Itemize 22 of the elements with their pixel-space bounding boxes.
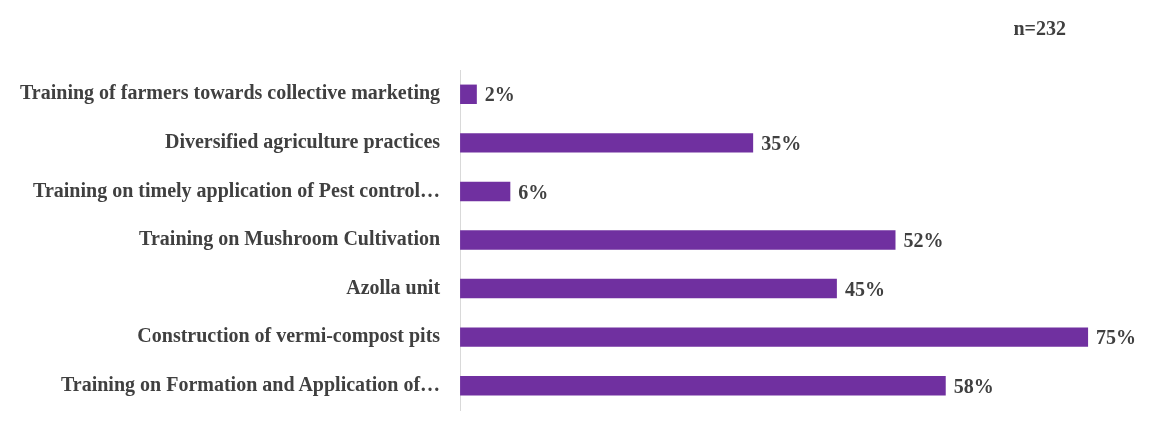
y-tick-label: Training on Mushroom Cultivation xyxy=(139,227,441,251)
bar xyxy=(460,133,754,153)
data-label: 45% xyxy=(844,277,885,300)
bar xyxy=(460,230,896,250)
y-tick-label: Azolla unit xyxy=(346,275,441,298)
y-tick-label: Training on timely application of Pest control… xyxy=(33,178,441,202)
data-label: 2% xyxy=(484,83,515,106)
data-label: 58% xyxy=(953,374,994,397)
bar xyxy=(460,376,946,396)
text: n=232 xyxy=(1013,17,1066,40)
y-tick-label: Diversified agriculture practices xyxy=(164,130,441,154)
data-label: 35% xyxy=(761,132,802,155)
bar xyxy=(460,327,1089,347)
y-tick-label: Construction of vermi-compost pits xyxy=(137,324,441,348)
data-label: 52% xyxy=(903,229,944,252)
bar xyxy=(460,278,837,299)
data-label: 75% xyxy=(1096,326,1137,349)
y-tick-label: Training on Formation and Application of… xyxy=(60,372,441,396)
y-tick-label: Training of farmers towards collective marketing xyxy=(19,81,441,105)
data-label: 6% xyxy=(518,180,549,203)
bar xyxy=(460,181,511,202)
bar xyxy=(460,84,477,104)
